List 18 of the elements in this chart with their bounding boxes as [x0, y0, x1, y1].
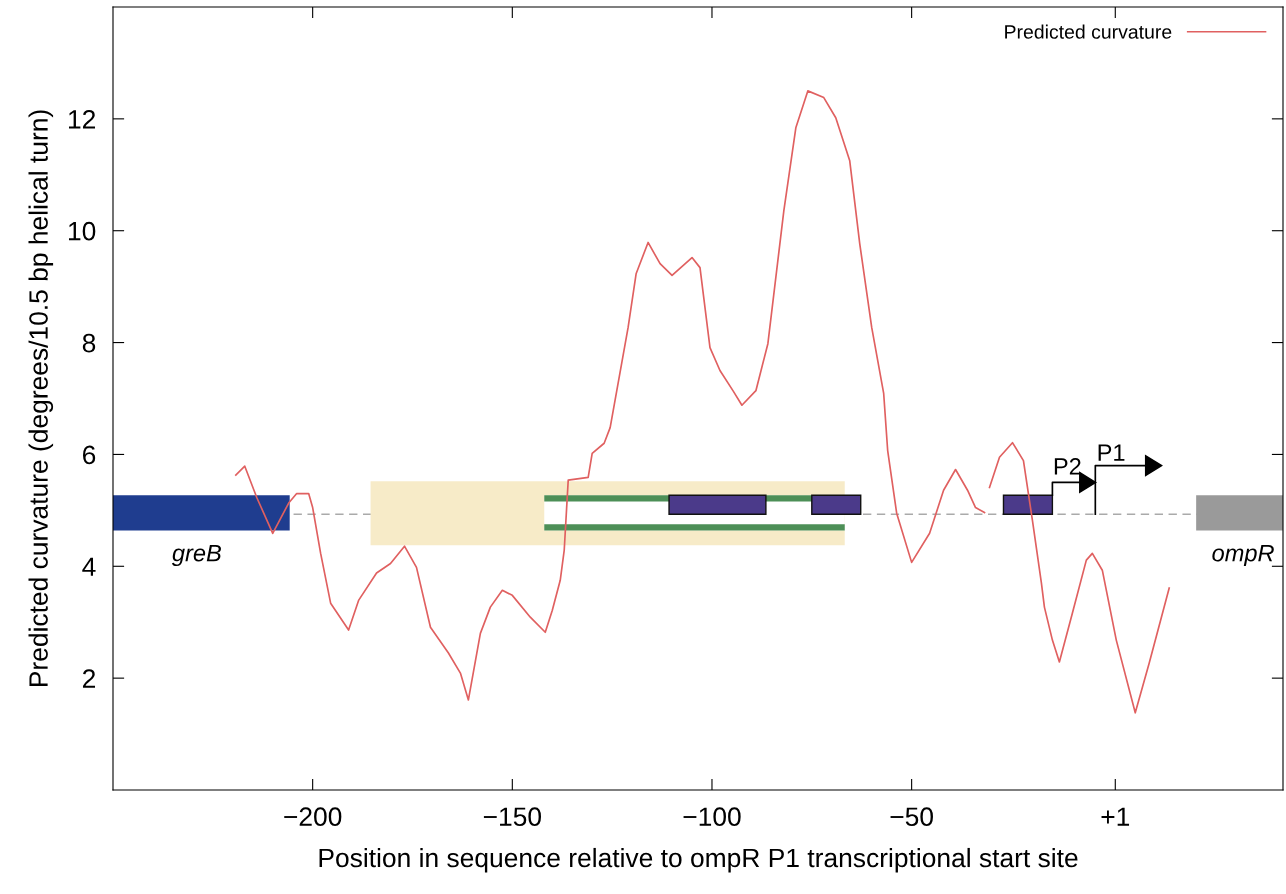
annotation: greB — [171, 544, 221, 567]
x-tick-label: +1 — [1101, 807, 1130, 826]
x-tick-label: −100 — [683, 807, 741, 827]
y-tick-label: 12 — [69, 109, 96, 129]
legend-label: Predicted curvature — [1005, 24, 1172, 39]
y-tick-label: 8 — [82, 333, 96, 353]
y-tick-label: 4 — [82, 557, 96, 576]
y-tick-label: 10 — [69, 221, 96, 241]
annotation: P2 — [1054, 458, 1081, 475]
y-tick-label: 2 — [82, 669, 96, 688]
x-tick-label: −150 — [483, 807, 542, 827]
x-axis-title: Position in sequence relative to ompR P1 transcriptional start site — [319, 847, 1078, 873]
x-tick-label: −50 — [890, 807, 933, 827]
annotation: ompR — [1212, 544, 1274, 567]
y-tick-label: 6 — [83, 445, 96, 465]
x-tick-label: −200 — [284, 807, 342, 827]
y-axis-title: Predicted curvature (degrees/10.5 bp helical turn) — [28, 110, 54, 687]
annotation: P1 — [1098, 444, 1125, 461]
